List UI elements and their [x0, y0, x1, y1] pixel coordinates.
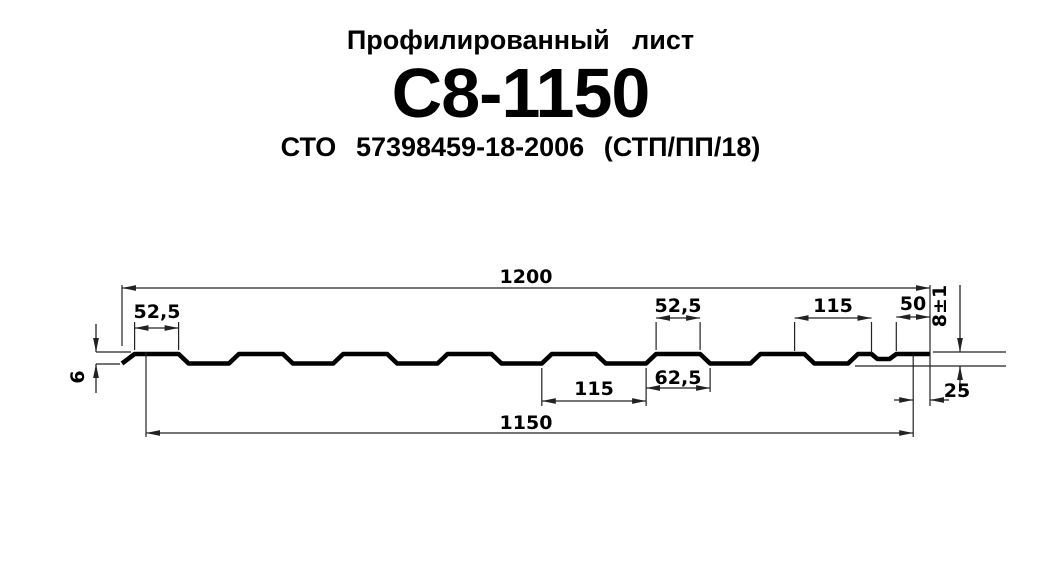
- profile-outline: [120, 351, 930, 366]
- dim-label-edge-height: 6: [67, 370, 89, 383]
- standard-reference: СТО 57398459-18-2006 (СТП/ПП/18): [280, 132, 761, 163]
- title-block: Профилированный лист С8-1150 СТО 5739845…: [0, 0, 1041, 162]
- dim-label-rib-base: 62,5: [655, 367, 702, 389]
- dim-label-profile-height: 8±1: [929, 285, 951, 327]
- dim-label-left-top-flat: 52,5: [134, 301, 181, 323]
- dim-label-bottom-pitch: 115: [574, 378, 614, 400]
- dim-label-useful-width: 1150: [500, 412, 553, 434]
- dim-label-overall-width: 1200: [500, 266, 553, 288]
- dim-label-right-top-flat: 52,5: [655, 295, 702, 317]
- dim-label-top-pitch: 115: [813, 295, 853, 317]
- dim-label-end-flat: 50: [900, 293, 926, 315]
- dim-label-overlap: 25: [944, 380, 970, 402]
- product-type-title: Профилированный лист: [346, 25, 695, 55]
- profile-model-title: С8-1150: [391, 54, 651, 133]
